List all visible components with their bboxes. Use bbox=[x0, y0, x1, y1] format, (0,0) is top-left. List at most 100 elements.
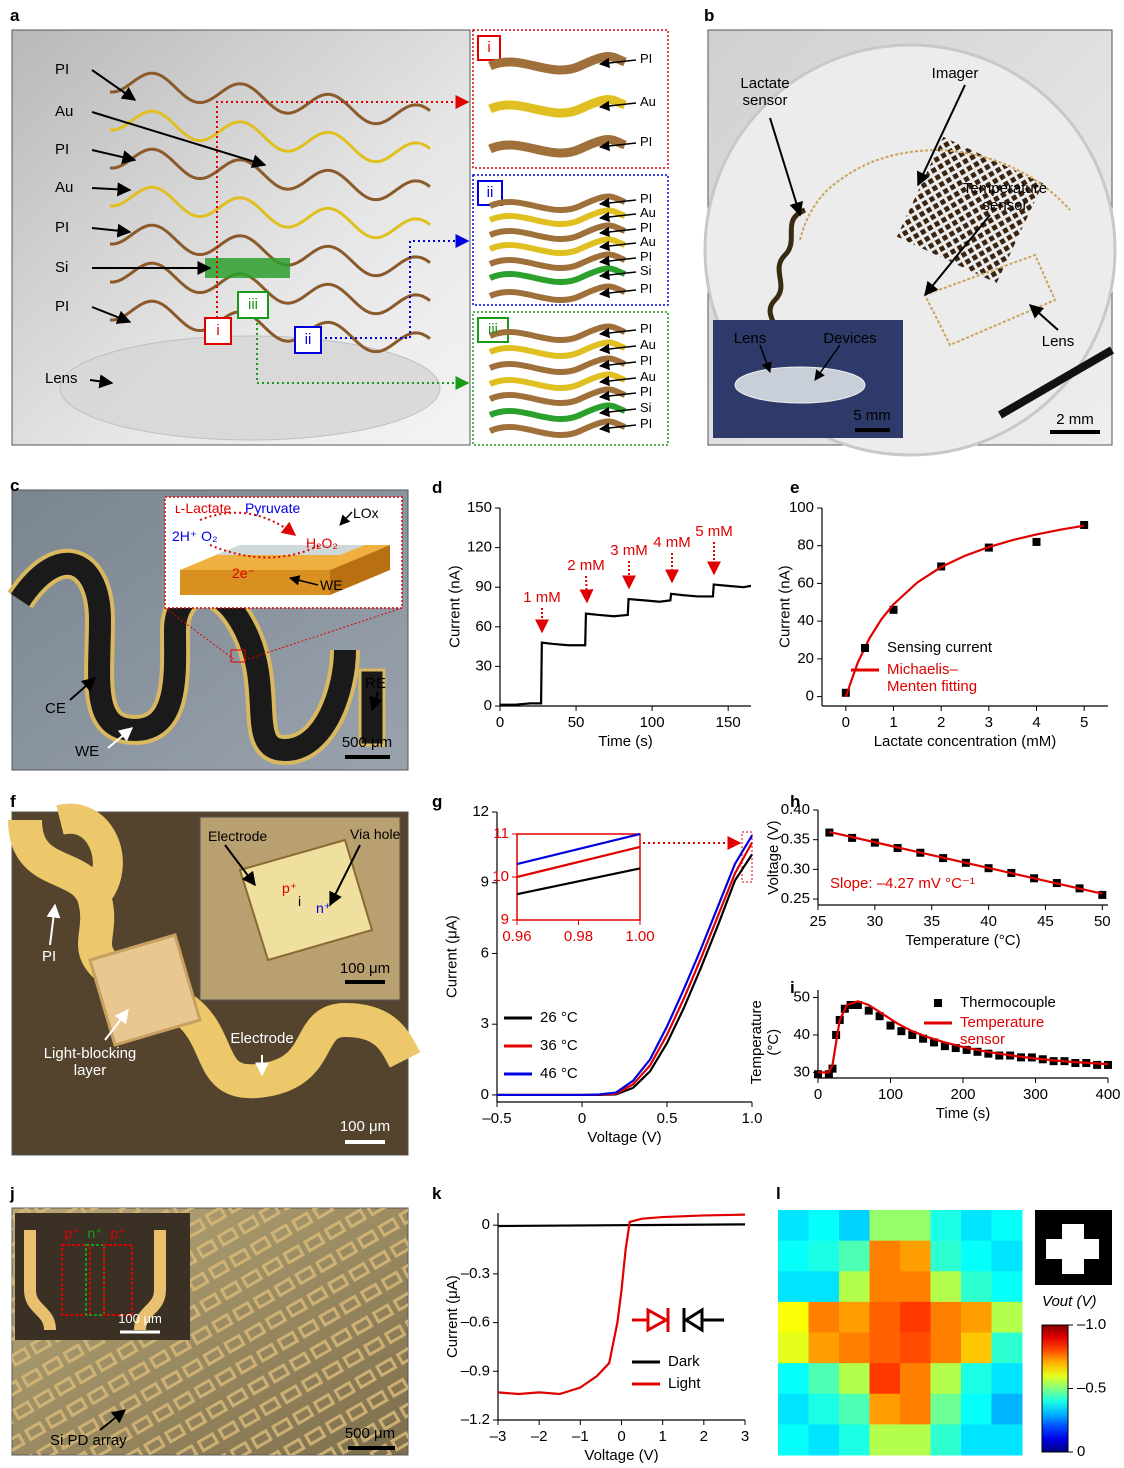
y-tick-label: –1.2 bbox=[461, 1411, 490, 1428]
panel-letter: e bbox=[790, 478, 799, 498]
y-tick-label: 9 bbox=[481, 874, 489, 891]
layer-label: PI bbox=[55, 61, 69, 78]
heat-cell bbox=[778, 1333, 809, 1364]
heat-cell bbox=[961, 1210, 992, 1241]
heat-cell bbox=[900, 1394, 931, 1425]
heat-cell bbox=[809, 1302, 840, 1333]
legend-label: Dark bbox=[668, 1353, 700, 1370]
reaction-label: LOx bbox=[353, 505, 379, 521]
heat-cell bbox=[778, 1271, 809, 1302]
x-tick-label: 0 bbox=[578, 1110, 586, 1127]
x-axis-label: Voltage (V) bbox=[584, 1447, 658, 1464]
y-axis-label: Current (μA) bbox=[443, 1213, 460, 1420]
x-tick-label: 100 bbox=[878, 1086, 903, 1103]
colorbar-tick-label: –1.0 bbox=[1077, 1316, 1106, 1333]
x-axis-label: Lactate concentration (mM) bbox=[874, 733, 1057, 750]
y-tick-label: 60 bbox=[797, 574, 814, 591]
heat-cell bbox=[839, 1363, 870, 1394]
layer-label: PI bbox=[640, 52, 652, 67]
heat-cell bbox=[900, 1271, 931, 1302]
heat-cell bbox=[778, 1424, 809, 1455]
heat-cell bbox=[778, 1394, 809, 1425]
heat-cell bbox=[931, 1210, 962, 1241]
heat-cell bbox=[809, 1424, 840, 1455]
heat-cell bbox=[992, 1394, 1023, 1425]
y-tick-label: –0.9 bbox=[461, 1362, 490, 1379]
data-point bbox=[887, 1022, 895, 1030]
layer-label: PI bbox=[640, 135, 652, 150]
electrode-label: CE bbox=[45, 700, 66, 717]
x-tick-label: 0.5 bbox=[657, 1110, 678, 1127]
heat-cell bbox=[931, 1394, 962, 1425]
panel-letter: j bbox=[10, 1184, 15, 1204]
y-tick-label: 0 bbox=[484, 697, 492, 714]
data-line bbox=[498, 1224, 745, 1226]
heat-cell bbox=[839, 1271, 870, 1302]
annotation: Slope: –4.27 mV °C⁻¹ bbox=[830, 875, 975, 892]
y-axis-label: Current (nA) bbox=[446, 508, 463, 706]
heat-cell bbox=[839, 1210, 870, 1241]
x-tick-label: 0 bbox=[617, 1428, 625, 1445]
panel-letter: f bbox=[10, 792, 16, 812]
x-tick-label: –2 bbox=[531, 1428, 548, 1445]
heat-cell bbox=[900, 1241, 931, 1272]
heat-cell bbox=[961, 1363, 992, 1394]
device-label: Imager bbox=[932, 65, 979, 82]
y-tick-label: 10 bbox=[492, 868, 509, 885]
y-tick-label: 30 bbox=[475, 657, 492, 674]
legend-marker bbox=[934, 999, 942, 1007]
y-tick-label: 20 bbox=[797, 650, 814, 667]
layer-label: PI bbox=[640, 385, 652, 400]
heat-cell bbox=[809, 1333, 840, 1364]
panel-letter: d bbox=[432, 478, 442, 498]
heat-cell bbox=[809, 1210, 840, 1241]
inset-label: p⁺ bbox=[282, 880, 297, 896]
callout-tag: i bbox=[216, 322, 219, 339]
inset-tag: i bbox=[487, 39, 490, 56]
panel-letter: i bbox=[790, 978, 795, 998]
y-tick-label: 50 bbox=[793, 988, 810, 1005]
heat-cell bbox=[961, 1302, 992, 1333]
y-axis-label: Temperature (°C) bbox=[748, 998, 783, 1086]
x-tick-label: 3 bbox=[985, 714, 993, 731]
x-axis-label: Time (s) bbox=[598, 733, 652, 750]
y-tick-label: 120 bbox=[467, 539, 492, 556]
inset-label: Lens bbox=[734, 330, 767, 347]
legend-label: Michaelis–Menten fitting bbox=[887, 661, 1007, 696]
structure-label: Electrode bbox=[230, 1030, 293, 1047]
y-tick-label: 0 bbox=[806, 688, 814, 705]
heat-cell bbox=[900, 1363, 931, 1394]
heat-cell bbox=[900, 1424, 931, 1455]
x-tick-label: 200 bbox=[950, 1086, 975, 1103]
x-tick-label: 1.0 bbox=[742, 1110, 763, 1127]
y-axis-label: Voltage (V) bbox=[764, 810, 781, 905]
y-axis-label: Current (μA) bbox=[443, 812, 460, 1102]
layer-label: PI bbox=[640, 354, 652, 369]
heat-cell bbox=[809, 1271, 840, 1302]
y-tick-label: 40 bbox=[793, 1026, 810, 1043]
y-tick-label: –0.6 bbox=[461, 1314, 490, 1331]
inset-label: Electrode bbox=[208, 828, 267, 844]
callout-tag: ii bbox=[305, 331, 312, 348]
panel-j-image bbox=[12, 1208, 408, 1455]
reaction-label: 2H⁺ O₂ bbox=[172, 528, 218, 544]
y-tick-label: 9 bbox=[501, 911, 509, 928]
heat-cell bbox=[961, 1394, 992, 1425]
array-label: Si PD array bbox=[50, 1432, 127, 1449]
scale-bar-label: 100 μm bbox=[340, 960, 390, 977]
electrode-label: RE bbox=[365, 675, 386, 692]
y-tick-label: 60 bbox=[475, 618, 492, 635]
reaction-label: Pyruvate bbox=[245, 500, 300, 516]
layer-label: PI bbox=[55, 141, 69, 158]
legend-marker bbox=[861, 644, 869, 652]
device-label: Lactate sensor bbox=[720, 75, 810, 110]
heat-cell bbox=[839, 1333, 870, 1364]
y-tick-label: 30 bbox=[793, 1063, 810, 1080]
y-tick-label: 12 bbox=[472, 803, 489, 820]
data-point bbox=[1093, 1061, 1101, 1069]
annotation: 1 mM bbox=[523, 589, 561, 606]
heat-cell bbox=[870, 1302, 901, 1333]
y-tick-label: 0 bbox=[482, 1216, 490, 1233]
x-tick-label: 4 bbox=[1032, 714, 1040, 731]
y-tick-label: 80 bbox=[797, 537, 814, 554]
